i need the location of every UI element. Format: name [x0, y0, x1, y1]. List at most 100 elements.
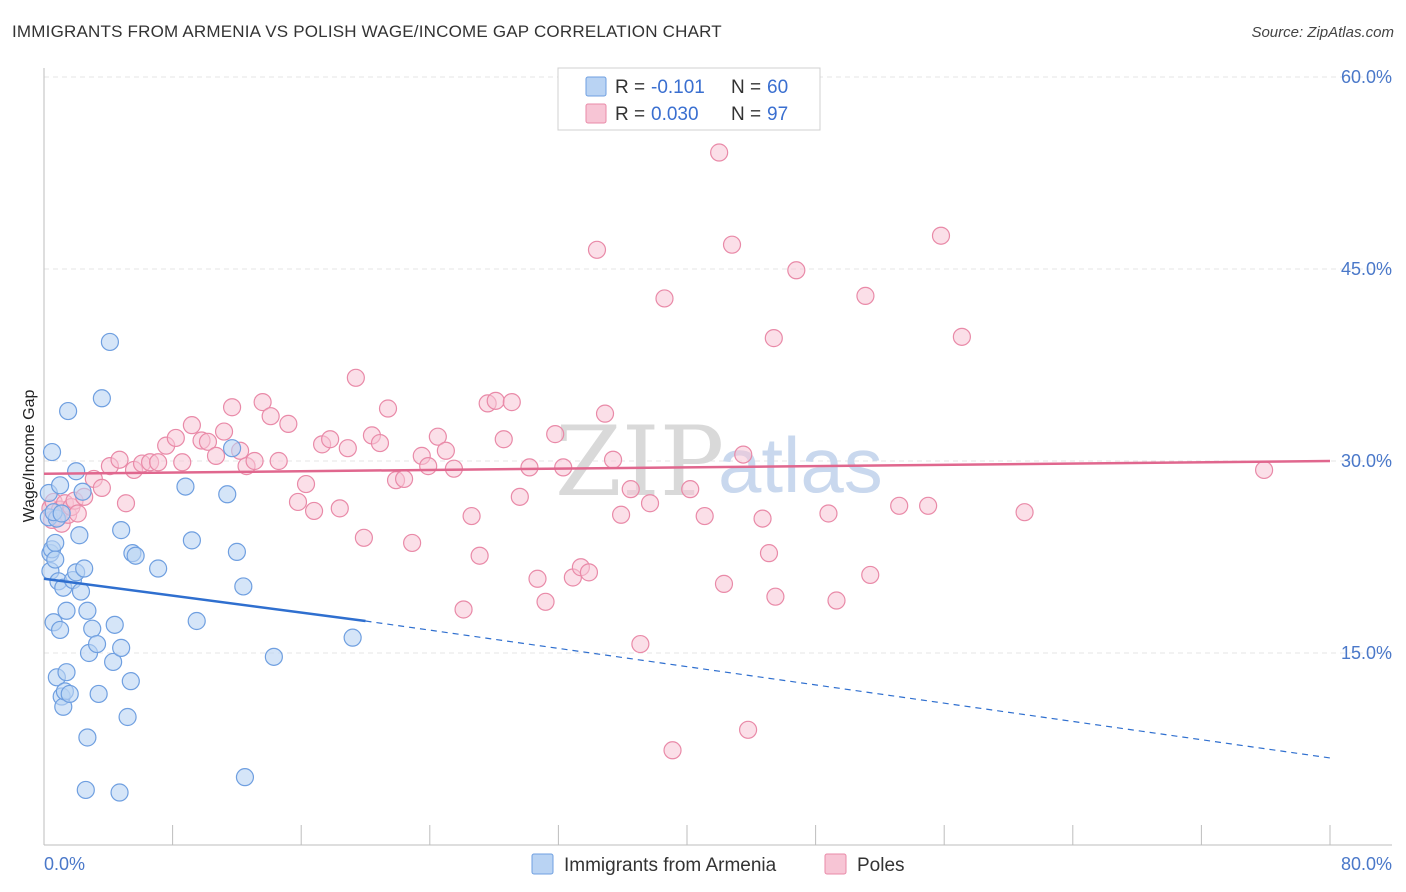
bottom-legend-blue-swatch [531, 853, 554, 875]
armenia-point [227, 542, 246, 561]
poles-point [536, 592, 555, 611]
poles-point [470, 546, 489, 565]
poles-point [182, 416, 201, 435]
poles-point [346, 368, 365, 387]
poles-point [288, 492, 308, 512]
poles-point [1015, 503, 1034, 522]
poles-point [253, 393, 272, 412]
armenia-point [187, 611, 206, 631]
armenia-point [110, 783, 129, 802]
poles-point [710, 143, 729, 162]
y-tick-label: 30.0% [1341, 451, 1392, 471]
y-tick-label: 15.0% [1341, 643, 1392, 663]
poles-point [296, 474, 316, 494]
poles-trend [43, 459, 1331, 476]
poles-point [931, 226, 951, 245]
poles-point [766, 587, 785, 606]
poles-point [827, 591, 846, 610]
poles-point [952, 327, 971, 346]
bottom-legend-armenia: Immigrants from Armenia [564, 855, 777, 876]
poles-point [738, 720, 758, 739]
poles-point [663, 741, 682, 760]
armenia-trend-dashed [365, 620, 1331, 759]
poles-point [454, 600, 473, 619]
y-tick-label: 60.0% [1341, 67, 1392, 87]
poles-point [214, 422, 234, 441]
y-axis-title: Wage/Income Gap [21, 390, 38, 523]
x-ticks [43, 825, 1331, 845]
armenia-point [121, 672, 140, 691]
armenia-point [50, 620, 70, 640]
poles-point [222, 398, 242, 417]
armenia-point [60, 684, 79, 704]
poles-point [695, 506, 714, 526]
armenia-point [92, 389, 111, 408]
x-tick-label-max: 80.0% [1341, 854, 1392, 874]
armenia-point [234, 577, 253, 596]
x-tick-label-min: 0.0% [44, 854, 85, 874]
poles-point [819, 504, 838, 523]
legend: R = -0.101 N = 60 R = 0.030 N = 97 [557, 67, 821, 131]
armenia-point [78, 601, 97, 620]
legend-n-label-1: N = [731, 77, 761, 98]
armenia-point [67, 462, 86, 481]
poles-point [206, 446, 226, 465]
armenia-point [218, 485, 237, 504]
poles-point [330, 499, 349, 518]
poles-point [92, 478, 111, 497]
armenia-point [149, 559, 168, 578]
poles-point [436, 441, 455, 460]
poles-point [269, 451, 288, 471]
poles-point [428, 427, 447, 446]
poles-point [759, 544, 779, 563]
poles-point [378, 399, 398, 418]
poles-point [261, 407, 280, 426]
poles-point [502, 393, 521, 412]
legend-n-value-2: 97 [767, 104, 788, 125]
poles-point [603, 450, 623, 469]
armenia-point [46, 550, 65, 569]
poles-point [68, 504, 87, 523]
armenia-point [46, 533, 65, 553]
armenia-point [87, 634, 107, 654]
poles-point [494, 430, 513, 449]
armenia-point [89, 684, 108, 704]
armenia-point [176, 477, 195, 496]
poles-point [1254, 460, 1274, 480]
legend-n-value-1: 60 [767, 77, 788, 98]
poles-point [354, 528, 373, 547]
armenia-point [57, 601, 76, 620]
chart-title: IMMIGRANTS FROM ARMENIA VS POLISH WAGE/I… [12, 22, 722, 41]
poles-point [655, 289, 674, 308]
armenia-point [75, 559, 94, 578]
poles-point [734, 445, 753, 464]
armenia-point [126, 546, 145, 565]
poles-point [198, 432, 218, 451]
armenia-point [70, 526, 89, 545]
poles-point [462, 506, 481, 526]
armenia-point [112, 521, 131, 540]
poles-point [681, 480, 700, 499]
armenia-point [182, 531, 201, 550]
poles-point [403, 533, 422, 553]
armenia-point [112, 638, 131, 657]
poles-point [149, 453, 168, 472]
armenia-point [76, 780, 95, 800]
armenia-point [104, 652, 123, 672]
poles-point [764, 329, 783, 348]
armenia-point [57, 663, 76, 682]
legend-pink-swatch [585, 103, 607, 124]
armenia-point [78, 728, 97, 747]
poles-point [520, 458, 539, 477]
poles-point [714, 574, 734, 593]
poles-point [890, 496, 909, 515]
watermark-zip: ZIP [555, 406, 724, 518]
poles-point [116, 494, 136, 513]
poles-point [631, 634, 650, 654]
armenia-point [222, 439, 242, 458]
armenia-point [50, 476, 70, 495]
poles-point [394, 469, 414, 489]
armenia-point [42, 442, 62, 462]
armenia-trend-solid [43, 577, 366, 623]
